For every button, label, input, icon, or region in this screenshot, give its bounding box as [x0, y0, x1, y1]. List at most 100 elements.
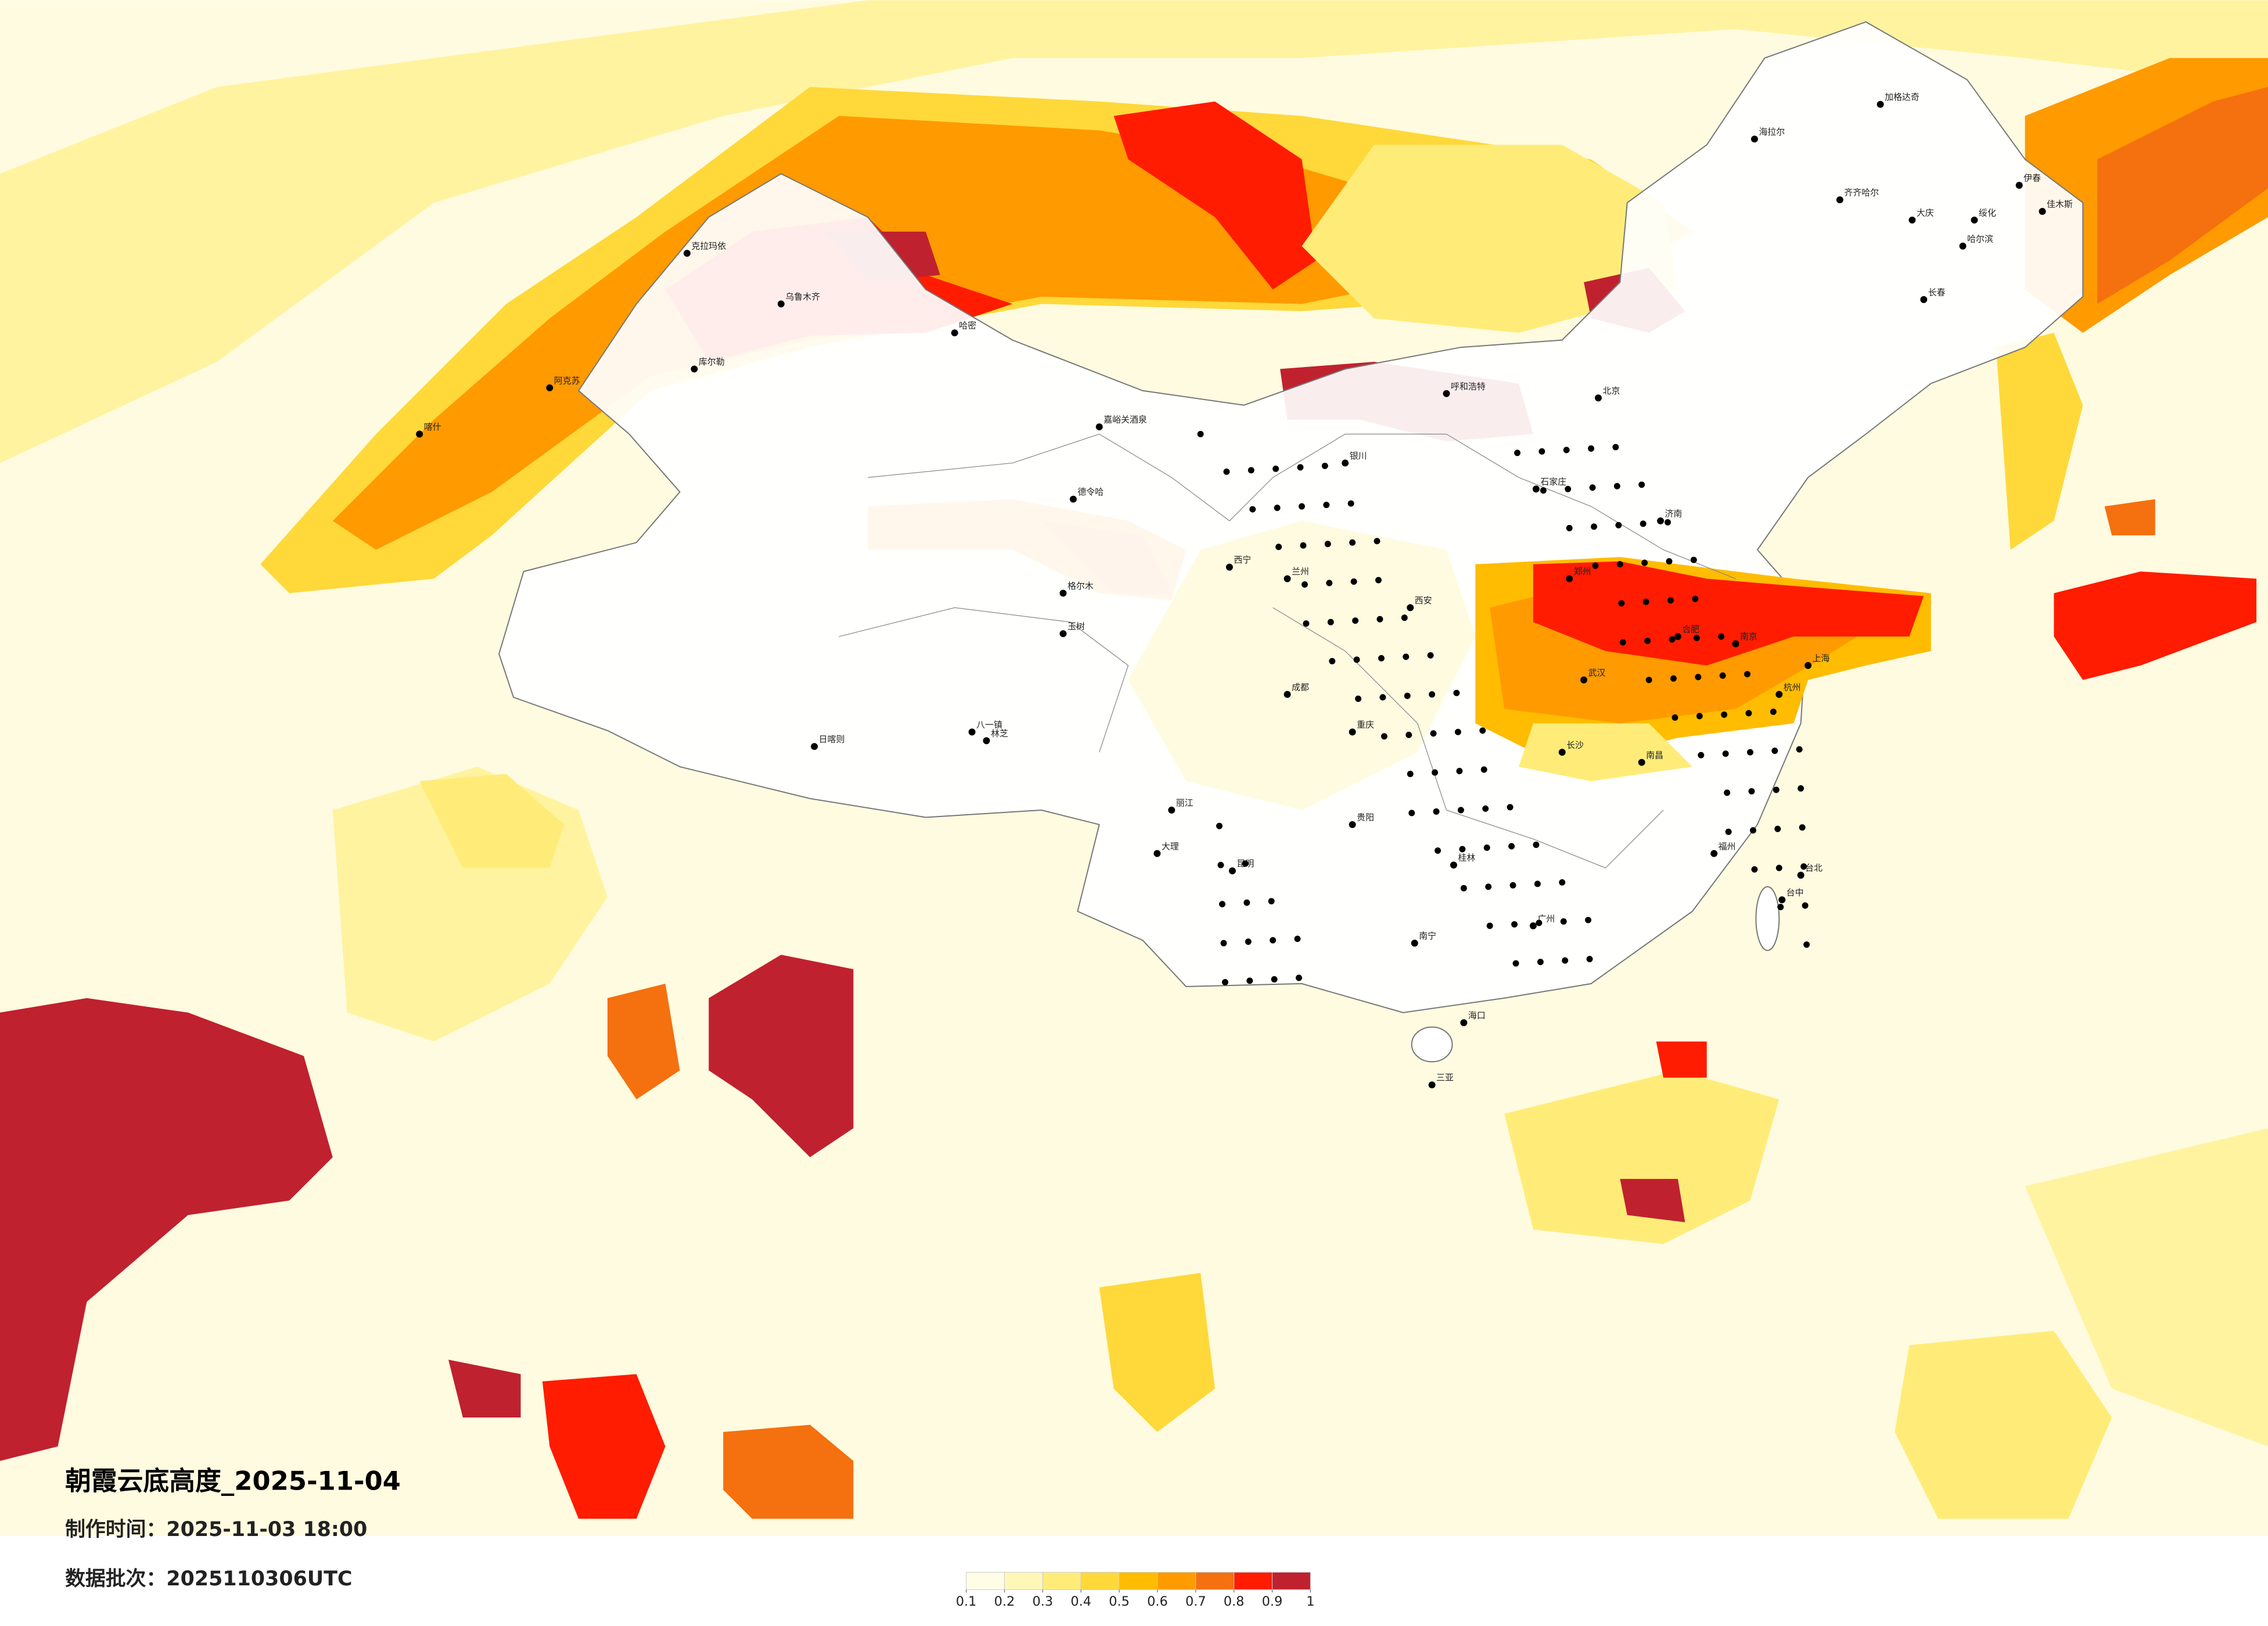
city-dot: [983, 737, 990, 744]
city-label: 重庆: [1357, 720, 1374, 730]
city-dot: [1877, 100, 1884, 108]
city-dot: [1095, 423, 1103, 431]
city-dot: [1069, 495, 1077, 503]
city-dot: [1580, 676, 1588, 684]
city-dot: [1482, 805, 1489, 812]
city-dot: [1243, 899, 1250, 906]
city-dot: [1294, 936, 1301, 942]
city-dot: [1374, 538, 1381, 545]
city-dot: [1771, 747, 1778, 754]
colorbar: 0.1 0.2 0.3 0.4 0.5 0.6 0.7 0.8 0.9 1: [956, 1571, 1314, 1609]
city-label: 乌鲁木齐: [785, 292, 820, 302]
city-dot: [1533, 841, 1540, 848]
city-dot: [1971, 216, 1978, 224]
city-dot: [1719, 672, 1726, 679]
city-label: 广州: [1537, 913, 1555, 924]
city-dot: [1486, 922, 1493, 929]
city-label: 嘉峪关酒泉: [1104, 415, 1147, 425]
city-dot: [1802, 902, 1809, 909]
colorbar-bin: [1080, 1571, 1120, 1590]
city-dot: [1454, 729, 1461, 736]
city-dot: [1059, 630, 1067, 638]
city-dot: [1274, 505, 1281, 511]
colorbar-bin: [1119, 1571, 1158, 1590]
city-dot: [1300, 542, 1307, 549]
city-dot: [1347, 500, 1354, 507]
city-dot: [1248, 467, 1255, 474]
city-dot: [1751, 135, 1758, 143]
city-dot: [1485, 883, 1492, 890]
city-dot: [1641, 559, 1648, 566]
city-label: 贵阳: [1357, 812, 1374, 822]
city-dot: [1168, 807, 1176, 814]
city-dot: [1693, 635, 1700, 642]
city-label: 德令哈: [1077, 487, 1104, 497]
city-dot: [1432, 769, 1438, 776]
city-dot: [1216, 822, 1223, 829]
city-dot: [1672, 714, 1678, 721]
city-dot: [1508, 843, 1515, 850]
city-dot: [1284, 575, 1291, 582]
city-dot: [1710, 850, 1718, 857]
city-dot: [1511, 921, 1518, 928]
city-dot: [1379, 694, 1386, 701]
city-dot: [1323, 502, 1330, 509]
china-region: [498, 21, 2084, 1063]
city-dot: [1778, 896, 1786, 904]
city-dot: [1342, 459, 1349, 467]
city-dot: [1775, 865, 1782, 872]
city-dot: [1777, 904, 1784, 911]
city-label: 林芝: [991, 728, 1008, 739]
colorbar-label: 0.7: [1185, 1594, 1206, 1609]
city-dot: [1566, 524, 1573, 531]
city-dot: [1722, 750, 1729, 757]
city-label: 郑州: [1574, 566, 1591, 577]
city-dot: [1219, 901, 1225, 908]
city-dot: [1284, 690, 1291, 698]
city-label: 台中: [1787, 887, 1804, 898]
city-dot: [1745, 710, 1752, 717]
city-dot: [1732, 640, 1739, 647]
city-dot: [1225, 563, 1233, 571]
city-dot: [1690, 556, 1697, 563]
city-label: 成都: [1292, 682, 1309, 692]
colorbar-label: 0.3: [1033, 1594, 1054, 1609]
city-dot: [1197, 431, 1204, 437]
city-dot: [1507, 804, 1514, 811]
city-label: 武汉: [1588, 667, 1605, 678]
city-label: 海拉尔: [1759, 127, 1785, 137]
colorbar-label: 1: [1306, 1594, 1314, 1609]
city-dot: [1746, 749, 1753, 756]
city-label: 北京: [1602, 386, 1620, 396]
city-dot: [1375, 577, 1382, 584]
city-dot: [1642, 598, 1649, 605]
city-dot: [1619, 639, 1626, 646]
city-label: 兰州: [1292, 566, 1309, 577]
city-dot: [1460, 1019, 1468, 1027]
city-dot: [1059, 589, 1067, 597]
city-dot: [1381, 733, 1388, 740]
city-dot: [1539, 448, 1545, 455]
city-dot: [1908, 216, 1916, 224]
city-dot: [1220, 940, 1227, 947]
city-dot: [1563, 447, 1570, 454]
city-label: 加格达奇: [1885, 92, 1920, 102]
city-dot: [1480, 766, 1487, 773]
city-dot: [1749, 827, 1756, 834]
city-dot: [1514, 449, 1521, 456]
city-label: 南宁: [1419, 931, 1436, 941]
city-dot: [1457, 807, 1464, 814]
colorbar-label: 0.5: [1109, 1594, 1130, 1609]
city-dot: [1403, 653, 1410, 660]
city-label: 喀什: [424, 422, 441, 432]
city-dot: [1558, 749, 1566, 756]
city-dot: [1435, 847, 1441, 854]
city-dot: [1796, 746, 1803, 753]
city-dot: [1512, 960, 1519, 967]
city-label: 三亚: [1436, 1073, 1454, 1083]
city-dot: [1751, 866, 1758, 873]
city-dot: [1329, 658, 1336, 664]
city-label: 日喀则: [819, 734, 845, 744]
